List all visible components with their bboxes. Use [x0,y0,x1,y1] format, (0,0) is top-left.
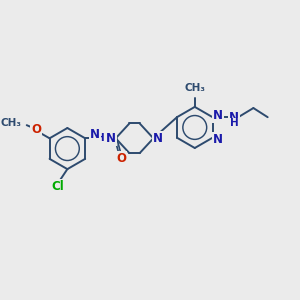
Text: N: N [229,111,239,124]
Text: O: O [31,123,41,136]
Text: H: H [230,118,239,128]
Text: H: H [97,133,105,143]
Text: Cl: Cl [52,180,64,193]
Text: N: N [213,133,223,146]
Text: CH₃: CH₃ [1,118,22,128]
Text: CH₃: CH₃ [184,83,205,93]
Text: N: N [213,109,223,122]
Text: N: N [153,132,163,145]
Text: N: N [90,128,100,141]
Text: O: O [116,152,126,165]
Text: N: N [106,132,116,145]
